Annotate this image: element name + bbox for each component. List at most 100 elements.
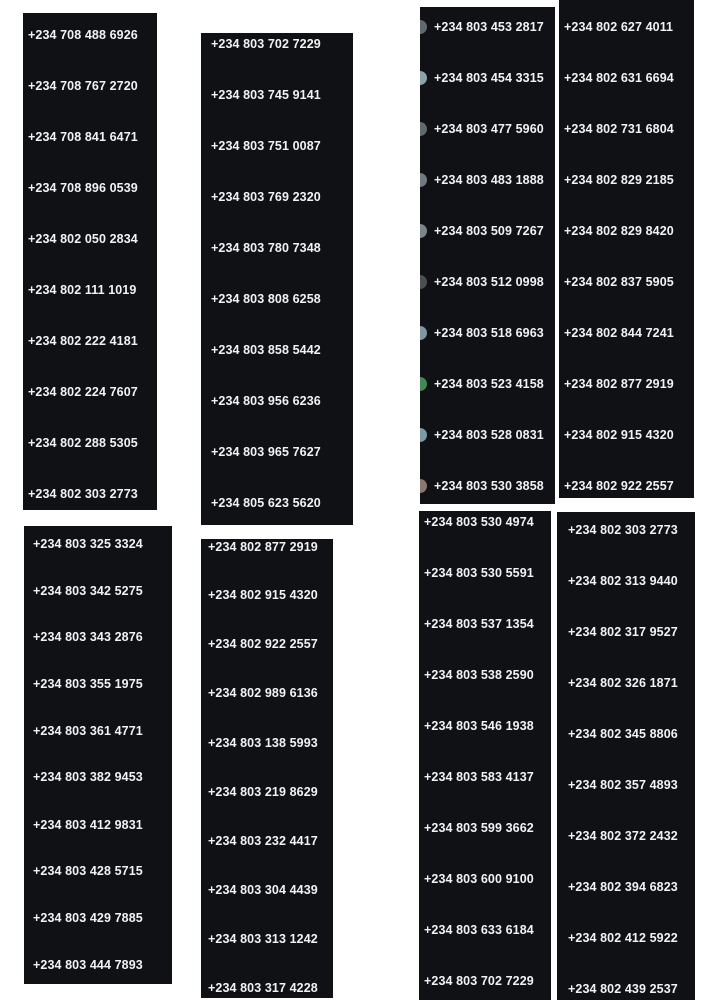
phone-number[interactable]: +234 802 303 2773 (28, 487, 138, 501)
phone-number[interactable]: +234 803 858 5442 (211, 343, 321, 357)
phone-number[interactable]: +234 802 631 6694 (564, 71, 674, 85)
phone-number[interactable]: +234 802 357 4893 (568, 778, 678, 792)
phone-number[interactable]: +234 802 345 8806 (568, 727, 678, 741)
phone-number[interactable]: +234 803 429 7885 (33, 911, 143, 925)
phone-number[interactable]: +234 803 343 2876 (33, 630, 143, 644)
phone-number: +234 803 512 0998 (434, 275, 544, 289)
contact-list-panel-8: +234 802 303 2773 +234 802 313 9440 +234… (557, 512, 695, 1000)
phone-number[interactable]: +234 803 444 7893 (33, 958, 143, 972)
phone-number[interactable]: +234 802 317 9527 (568, 625, 678, 639)
phone-number: +234 803 530 3858 (434, 479, 544, 493)
phone-number[interactable]: +234 803 138 5993 (208, 736, 318, 750)
phone-number[interactable]: +234 802 915 4320 (208, 588, 318, 602)
phone-number[interactable]: +234 803 600 9100 (424, 872, 534, 886)
phone-number[interactable]: +234 803 325 3324 (33, 537, 143, 551)
phone-number[interactable]: +234 708 841 6471 (28, 130, 138, 144)
phone-number[interactable]: +234 802 829 2185 (564, 173, 674, 187)
contact-row[interactable]: +234 803 453 2817 (420, 19, 555, 35)
avatar (420, 173, 427, 187)
phone-number[interactable]: +234 803 412 9831 (33, 818, 143, 832)
phone-number[interactable]: +234 802 439 2537 (568, 982, 678, 996)
contact-row[interactable]: +234 803 483 1888 (420, 172, 555, 188)
phone-number[interactable]: +234 708 488 6926 (28, 28, 138, 42)
contact-list-panel-5: +234 803 325 3324 +234 803 342 5275 +234… (24, 526, 172, 984)
phone-number[interactable]: +234 803 317 4228 (208, 981, 318, 995)
phone-number: +234 803 509 7267 (434, 224, 544, 238)
contact-row[interactable]: +234 803 518 6963 (420, 325, 555, 341)
avatar (420, 479, 427, 493)
phone-number[interactable]: +234 803 769 2320 (211, 190, 321, 204)
phone-number[interactable]: +234 708 767 2720 (28, 79, 138, 93)
phone-number[interactable]: +234 803 537 1354 (424, 617, 534, 631)
contact-row[interactable]: +234 803 509 7267 (420, 223, 555, 239)
avatar (420, 326, 427, 340)
phone-number[interactable]: +234 803 530 5591 (424, 566, 534, 580)
phone-number[interactable]: +234 802 837 5905 (564, 275, 674, 289)
phone-number: +234 803 523 4158 (434, 377, 544, 391)
phone-number[interactable]: +234 802 922 2557 (564, 479, 674, 493)
phone-number[interactable]: +234 803 583 4137 (424, 770, 534, 784)
phone-number[interactable]: +234 802 313 9440 (568, 574, 678, 588)
phone-number[interactable]: +234 802 844 7241 (564, 326, 674, 340)
phone-number[interactable]: +234 803 232 4417 (208, 834, 318, 848)
phone-number[interactable]: +234 803 751 0087 (211, 139, 321, 153)
phone-number[interactable]: +234 802 111 1019 (28, 283, 137, 297)
avatar (420, 428, 427, 442)
phone-number[interactable]: +234 803 313 1242 (208, 932, 318, 946)
avatar (420, 224, 427, 238)
phone-number[interactable]: +234 802 627 4011 (564, 20, 674, 34)
contact-list-panel-7: +234 803 530 4974 +234 803 530 5591 +234… (419, 511, 551, 1000)
contact-row[interactable]: +234 803 523 4158 (420, 376, 555, 392)
phone-number[interactable]: +234 803 538 2590 (424, 668, 534, 682)
phone-number[interactable]: +234 803 428 5715 (33, 864, 143, 878)
phone-number[interactable]: +234 802 731 6804 (564, 122, 674, 136)
phone-number[interactable]: +234 803 382 9453 (33, 770, 143, 784)
phone-number[interactable]: +234 805 623 5620 (211, 496, 321, 510)
phone-number[interactable]: +234 803 342 5275 (33, 584, 143, 598)
phone-number[interactable]: +234 802 877 2919 (208, 540, 318, 554)
phone-number[interactable]: +234 802 922 2557 (208, 637, 318, 651)
contact-row[interactable]: +234 803 454 3315 (420, 70, 555, 86)
phone-number[interactable]: +234 803 599 3662 (424, 821, 534, 835)
phone-number[interactable]: +234 803 355 1975 (33, 677, 143, 691)
phone-number[interactable]: +234 802 915 4320 (564, 428, 674, 442)
phone-number[interactable]: +234 803 546 1938 (424, 719, 534, 733)
phone-number[interactable]: +234 802 877 2919 (564, 377, 674, 391)
phone-number[interactable]: +234 802 326 1871 (568, 676, 678, 690)
phone-number[interactable]: +234 803 745 9141 (211, 88, 321, 102)
phone-number[interactable]: +234 803 702 7229 (424, 974, 534, 988)
phone-number[interactable]: +234 802 303 2773 (568, 523, 678, 537)
phone-number[interactable]: +234 802 222 4181 (28, 334, 138, 348)
contact-list-panel-2: +234 803 702 7229 +234 803 745 9141 +234… (201, 33, 353, 525)
contact-row[interactable]: +234 803 512 0998 (420, 274, 555, 290)
contact-list-panel-4: +234 802 627 4011 +234 802 631 6694 +234… (559, 0, 694, 498)
contact-row[interactable]: +234 803 528 0831 (420, 427, 555, 443)
phone-number[interactable]: +234 803 965 7627 (211, 445, 321, 459)
phone-number[interactable]: +234 802 288 5305 (28, 436, 138, 450)
phone-number[interactable]: +234 802 050 2834 (28, 232, 138, 246)
phone-number[interactable]: +234 802 372 2432 (568, 829, 678, 843)
phone-number[interactable]: +234 708 896 0539 (28, 181, 138, 195)
phone-number[interactable]: +234 803 633 6184 (424, 923, 534, 937)
phone-number[interactable]: +234 803 956 6236 (211, 394, 321, 408)
phone-number[interactable]: +234 803 219 8629 (208, 785, 318, 799)
phone-number[interactable]: +234 802 412 5922 (568, 931, 678, 945)
phone-number: +234 803 477 5960 (434, 122, 544, 136)
phone-number[interactable]: +234 802 829 8420 (564, 224, 674, 238)
phone-number: +234 803 528 0831 (434, 428, 544, 442)
contact-row[interactable]: +234 803 530 3858 (420, 478, 555, 494)
phone-number[interactable]: +234 803 361 4771 (33, 724, 143, 738)
contact-list-panel-1: +234 708 488 6926 +234 708 767 2720 +234… (23, 13, 157, 510)
avatar (420, 20, 427, 34)
phone-number[interactable]: +234 803 530 4974 (424, 515, 534, 529)
phone-number[interactable]: +234 803 780 7348 (211, 241, 321, 255)
phone-number[interactable]: +234 802 394 6823 (568, 880, 678, 894)
contact-row[interactable]: +234 803 477 5960 (420, 121, 555, 137)
phone-number[interactable]: +234 802 989 6136 (208, 686, 318, 700)
phone-number[interactable]: +234 803 304 4439 (208, 883, 318, 897)
phone-number[interactable]: +234 803 702 7229 (211, 37, 321, 51)
avatar (420, 122, 427, 136)
phone-number[interactable]: +234 803 808 6258 (211, 292, 321, 306)
avatar (420, 275, 427, 289)
phone-number[interactable]: +234 802 224 7607 (28, 385, 138, 399)
